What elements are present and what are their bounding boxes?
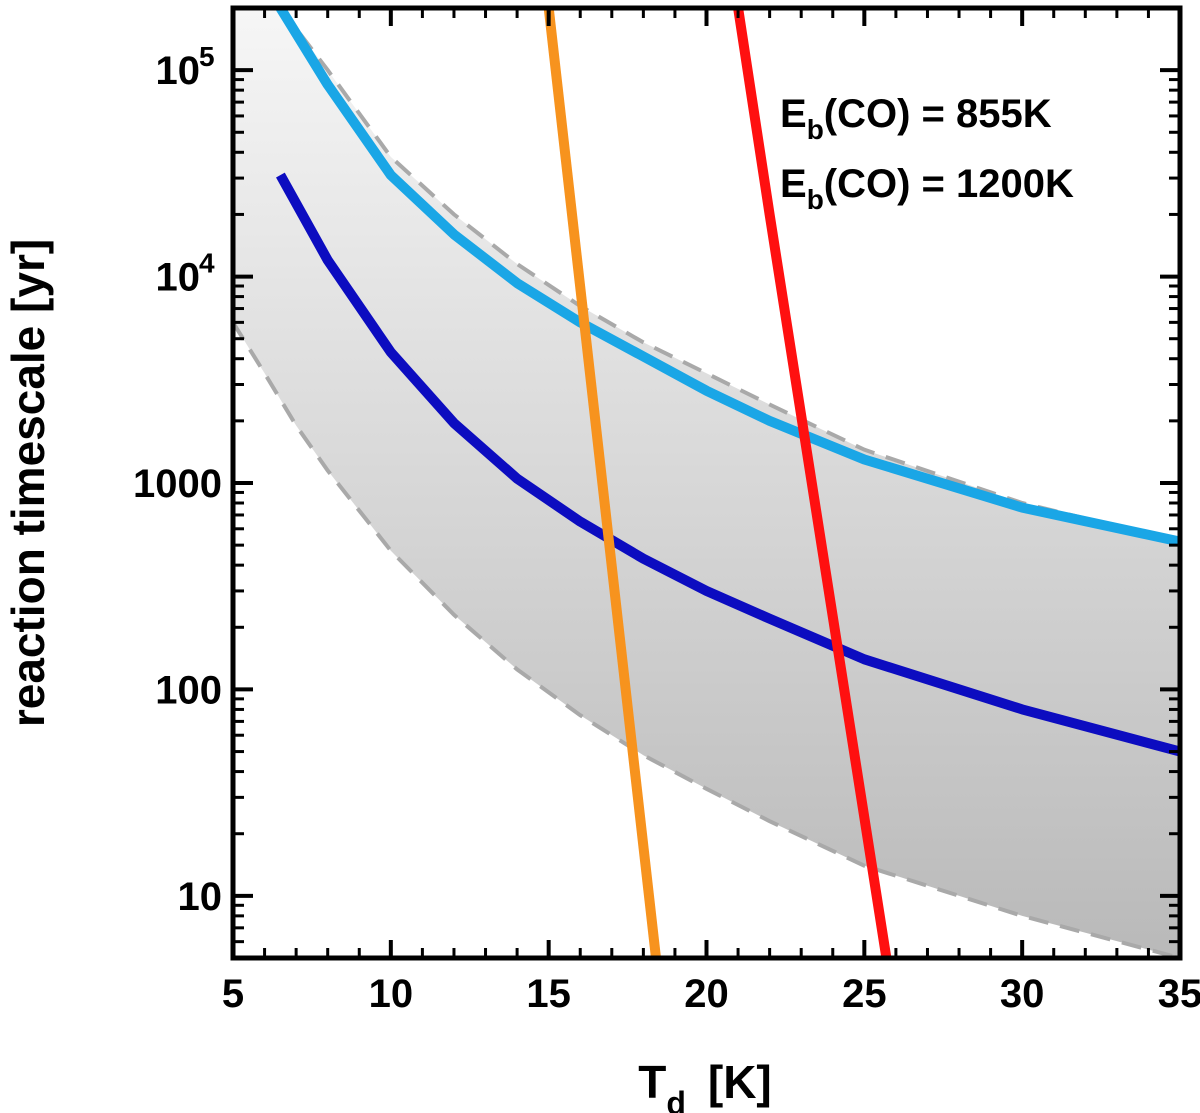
- x-tick-label: 20: [684, 972, 729, 1016]
- y-tick-label-exp: 5: [199, 41, 215, 72]
- y-axis-label: reaction timescale [yr]: [2, 239, 54, 727]
- x-axis-label-main: T: [638, 1056, 666, 1108]
- series-line-2: [543, 8, 661, 958]
- series-line-3: [733, 8, 892, 958]
- x-tick-label: 30: [1000, 972, 1045, 1016]
- x-axis-label-sub: d: [666, 1085, 686, 1113]
- x-tick-label: 35: [1158, 972, 1200, 1016]
- annotation-eb-855k-base: E: [780, 92, 807, 136]
- y-tick-label: 1000: [133, 462, 222, 506]
- y-tick-label-base: 10: [156, 49, 201, 93]
- y-tick-label-base: 10: [178, 875, 223, 919]
- y-tick-label: 100: [155, 668, 222, 712]
- annotation-eb-855k-sub: b: [807, 114, 824, 145]
- band-lower-edge: [233, 321, 1180, 958]
- series-line-0: [276, 8, 1180, 547]
- x-tick-label: 25: [842, 972, 887, 1016]
- annotation-eb-1200k: Eb(CO) = 1200K: [780, 162, 1074, 215]
- x-axis-label: Td [K]: [638, 1056, 772, 1113]
- x-tick-label: 10: [369, 972, 414, 1016]
- annotation-eb-1200k-sub: b: [807, 184, 824, 215]
- band-upper-edge: [278, 8, 1180, 544]
- y-tick-label: 105: [156, 41, 215, 93]
- annotation-eb-855k-rest: (CO) = 855K: [824, 92, 1052, 136]
- y-tick-label: 10: [178, 875, 223, 919]
- annotation-eb-855k: Eb(CO) = 855K: [780, 92, 1052, 145]
- annotation-eb-1200k-base: E: [780, 162, 807, 206]
- y-tick-label-exp: 4: [199, 248, 215, 279]
- x-tick-label: 5: [222, 972, 244, 1016]
- annotation-eb-1200k-rest: (CO) = 1200K: [824, 162, 1074, 206]
- x-tick-label: 15: [526, 972, 571, 1016]
- y-tick-label-base: 10: [156, 256, 201, 300]
- x-axis-label-unit: [K]: [708, 1056, 772, 1108]
- y-tick-label-base: 1000: [133, 462, 222, 506]
- y-tick-label-base: 100: [155, 668, 222, 712]
- y-tick-label: 104: [156, 248, 216, 300]
